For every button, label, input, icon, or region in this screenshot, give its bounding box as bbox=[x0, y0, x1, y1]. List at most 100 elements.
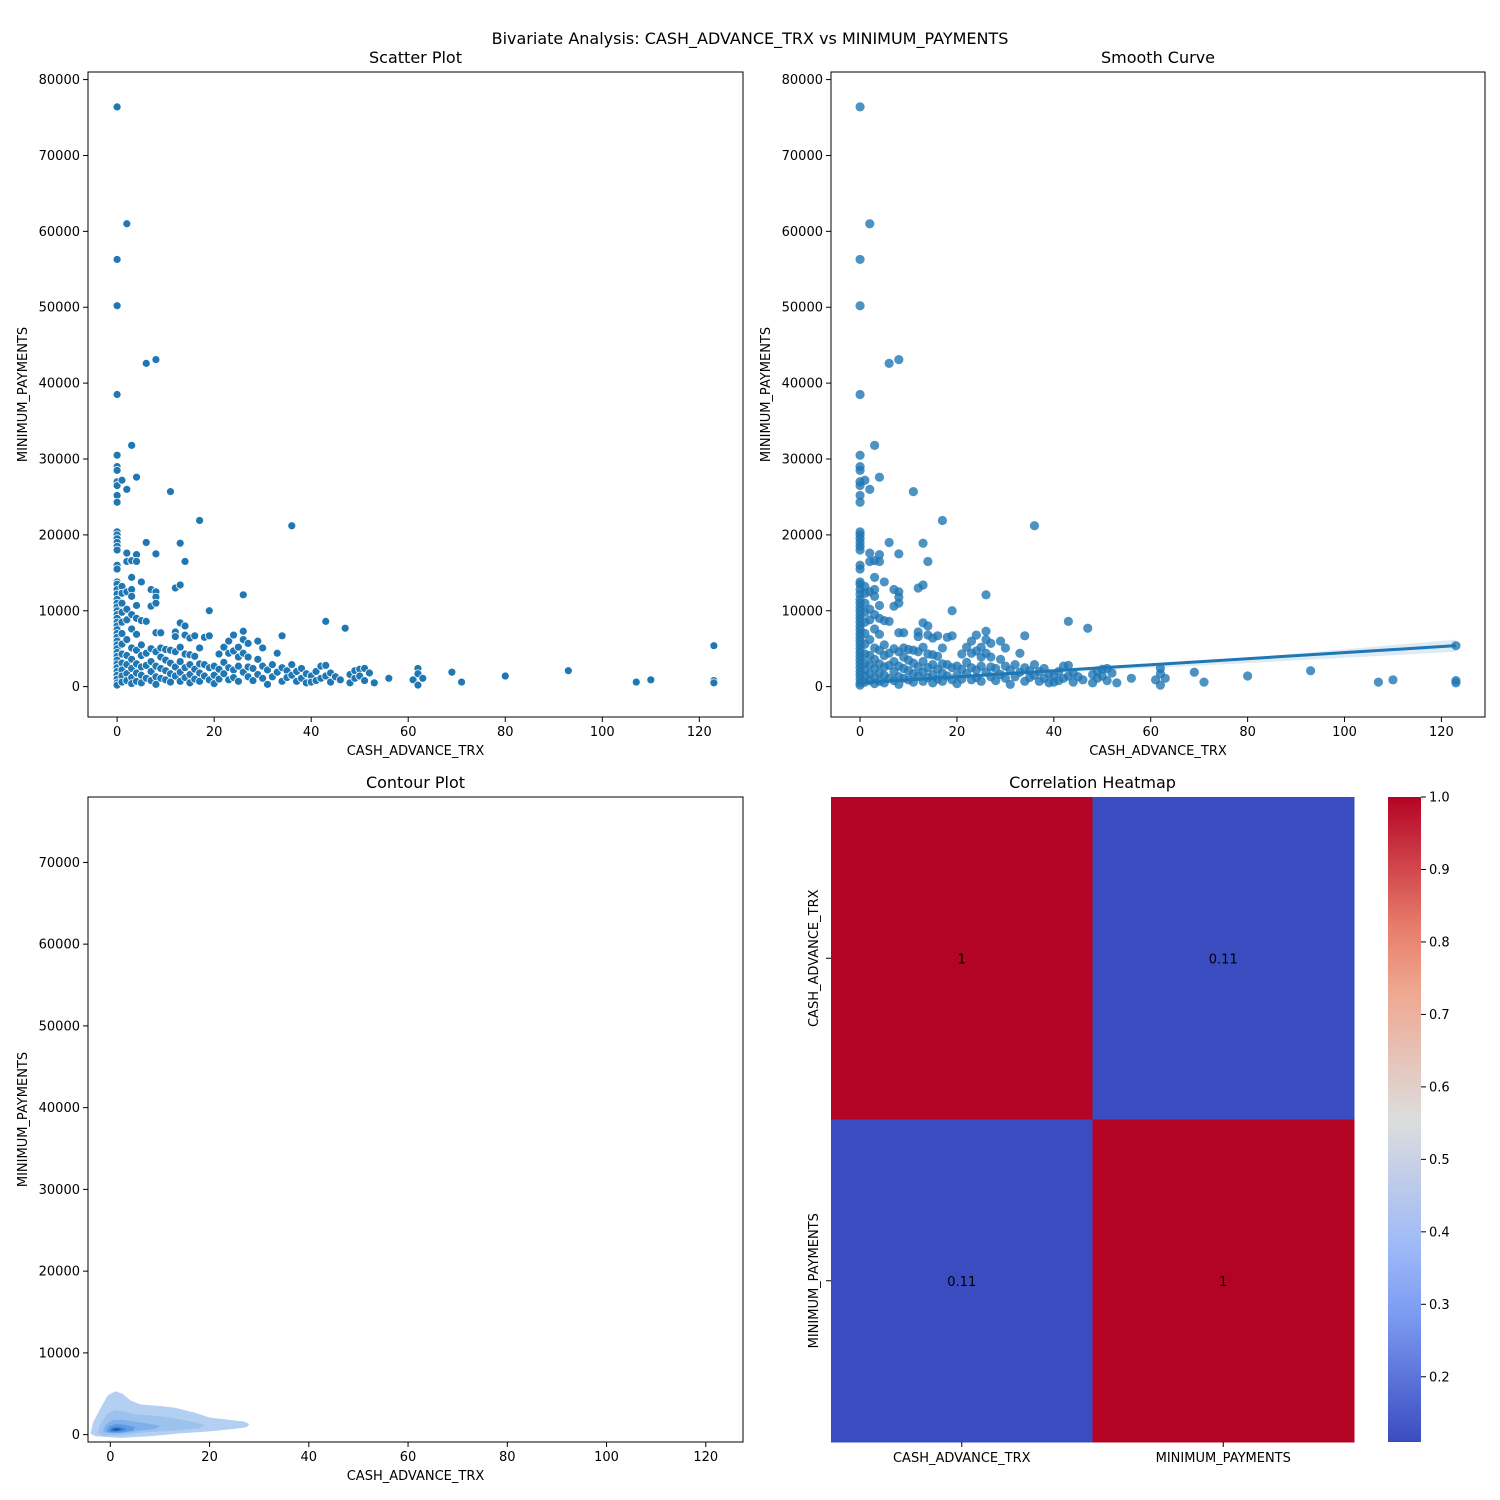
regplot-point bbox=[1000, 643, 1011, 653]
scatter-point bbox=[136, 577, 146, 587]
scatter-point bbox=[500, 671, 510, 681]
colorbar-tick-label: 0.7 bbox=[1429, 1008, 1450, 1023]
scatter-point bbox=[234, 642, 243, 652]
scatter-point bbox=[132, 557, 141, 566]
regplot-point bbox=[1063, 660, 1073, 671]
colorbar-tick-label: 0.3 bbox=[1429, 1298, 1450, 1313]
regplot-point bbox=[937, 515, 948, 526]
regplot-point bbox=[874, 629, 885, 639]
regplot-point bbox=[865, 484, 875, 494]
scatter-point bbox=[258, 673, 268, 683]
x-tick-label: 80 bbox=[499, 1450, 516, 1465]
regplot-point bbox=[1102, 675, 1112, 686]
regplot-point bbox=[1083, 623, 1093, 633]
y-tick-label: 50000 bbox=[39, 1019, 80, 1034]
panel-title: Contour Plot bbox=[366, 773, 465, 792]
regplot-point bbox=[874, 600, 885, 611]
regplot-point bbox=[1112, 678, 1122, 688]
regplot-point bbox=[1155, 680, 1166, 690]
y-tick-label: 10000 bbox=[39, 1346, 80, 1361]
scatter-point bbox=[248, 676, 258, 685]
regplot-point bbox=[1029, 660, 1040, 670]
regplot-point bbox=[865, 635, 875, 645]
regplot-point bbox=[1126, 673, 1136, 683]
y-axis-label: MINIMUM_PAYMENTS bbox=[16, 327, 31, 462]
regression-line bbox=[859, 644, 1457, 685]
regplot-point bbox=[1243, 671, 1253, 681]
regplot-point bbox=[937, 643, 948, 653]
scatter-point bbox=[127, 591, 137, 601]
scatter-point bbox=[631, 677, 641, 687]
x-tick-label: 100 bbox=[1332, 725, 1357, 740]
x-tick-label: 80 bbox=[1239, 725, 1256, 740]
y-tick-label: 0 bbox=[815, 680, 823, 695]
y-tick-label: 50000 bbox=[39, 301, 80, 316]
scatter-point bbox=[122, 548, 132, 558]
regplot-point bbox=[870, 584, 880, 595]
regplot-point bbox=[918, 538, 928, 548]
x-tick-label: 40 bbox=[1046, 725, 1063, 740]
regplot-point bbox=[855, 564, 865, 574]
regplot-point bbox=[971, 630, 981, 640]
x-tick-label: 100 bbox=[594, 1450, 619, 1465]
regplot-point bbox=[894, 354, 904, 365]
scatter-point bbox=[151, 355, 161, 364]
regplot-point bbox=[899, 628, 909, 638]
scatter-point bbox=[243, 652, 253, 662]
scatter-point bbox=[180, 557, 190, 566]
regplot-point bbox=[1388, 675, 1398, 685]
scatter-point bbox=[175, 642, 185, 652]
scatter-point bbox=[238, 590, 248, 600]
y-tick-label: 70000 bbox=[39, 149, 80, 164]
regplot-point bbox=[855, 497, 865, 507]
regplot-point bbox=[976, 676, 986, 686]
colorbar bbox=[1388, 797, 1421, 1442]
x-tick-label: 20 bbox=[949, 725, 966, 740]
colorbar-tick-label: 0.8 bbox=[1429, 935, 1450, 950]
regplot-point bbox=[855, 465, 865, 475]
regplot-point bbox=[874, 550, 885, 560]
x-tick-label: 120 bbox=[693, 1450, 718, 1465]
heatmap-annotation: 1 bbox=[958, 952, 966, 967]
regplot-point bbox=[908, 487, 918, 497]
y-tick-label: 20000 bbox=[39, 528, 80, 543]
scatter-point bbox=[132, 472, 141, 482]
colorbar-tick-label: 0.4 bbox=[1429, 1225, 1450, 1240]
regplot-point bbox=[865, 219, 875, 229]
regplot-point bbox=[1160, 673, 1170, 683]
y-tick-label: 20000 bbox=[782, 528, 823, 543]
scatter-point bbox=[112, 564, 122, 574]
scatter-point bbox=[253, 654, 263, 664]
regplot-point bbox=[884, 358, 894, 368]
regplot-point bbox=[995, 636, 1006, 646]
scatter-plot-panel: Scatter Plot 0 20 40 60 80 100 120 0 10000 20000 30… bbox=[16, 48, 744, 759]
scatter-point bbox=[258, 643, 268, 653]
heatmap-y-label: MINIMUM_PAYMENTS bbox=[807, 1213, 822, 1348]
x-tick-label: 20 bbox=[201, 1450, 218, 1465]
scatter-point bbox=[112, 497, 122, 507]
scatter-point bbox=[709, 678, 719, 688]
correlation-heatmap-panel: Correlation Heatmap 1 0.11 0.11 1 CASH_ADVANC… bbox=[807, 773, 1450, 1466]
figure-suptitle: Bivariate Analysis: CASH_ADVANCE_TRX vs … bbox=[492, 29, 1009, 49]
y-tick-label: 80000 bbox=[782, 73, 823, 88]
scatter-point bbox=[117, 598, 127, 608]
y-axis-label: MINIMUM_PAYMENTS bbox=[16, 1052, 31, 1187]
heatmap-cell bbox=[1092, 797, 1355, 1120]
regplot-point bbox=[879, 640, 889, 650]
regplot-point bbox=[884, 616, 894, 626]
scatter-point bbox=[190, 631, 200, 641]
x-tick-label: 120 bbox=[1429, 725, 1454, 740]
regplot-point bbox=[932, 651, 943, 661]
colorbar-tick-label: 0.5 bbox=[1429, 1153, 1450, 1168]
regplot-point bbox=[1010, 660, 1020, 670]
scatter-point bbox=[112, 545, 122, 555]
regplot-point bbox=[1020, 631, 1030, 641]
x-tick-label: 60 bbox=[1142, 725, 1159, 740]
scatter-point bbox=[413, 680, 423, 690]
colorbar-tick-label: 0.9 bbox=[1429, 863, 1450, 878]
y-tick-label: 30000 bbox=[782, 453, 823, 468]
scatter-point bbox=[112, 450, 122, 460]
scatter-point bbox=[709, 641, 719, 651]
panel-title: Scatter Plot bbox=[369, 48, 462, 67]
